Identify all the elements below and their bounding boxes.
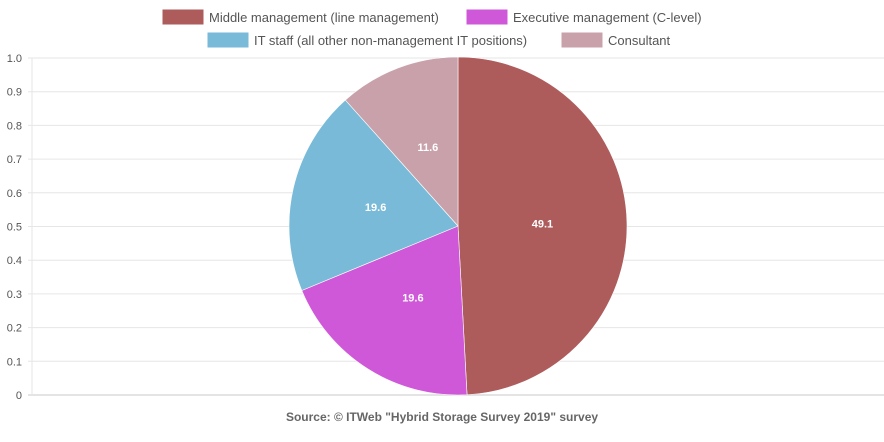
slice-value-label: 19.6	[402, 292, 423, 304]
pie-slice[interactable]	[344, 56, 459, 227]
legend-swatch	[561, 32, 603, 48]
slice-labels: 49.1 19.6 19.6 11.6	[365, 142, 553, 304]
y-tick-label: 0.9	[7, 87, 22, 99]
y-tick-label: 0.1	[7, 356, 22, 368]
legend-label: Executive management (C-level)	[513, 10, 702, 25]
y-axis: 0 0.1 0.2 0.3 0.4 0.5 0.6 0.7 0.8 0.9 1.0	[7, 53, 33, 402]
legend-item[interactable]: Consultant	[561, 32, 671, 48]
source-note: Source: © ITWeb "Hybrid Storage Survey 2…	[286, 410, 598, 424]
legend-item[interactable]: Middle management (line management)	[162, 9, 439, 25]
legend: Middle management (line management) Execu…	[162, 9, 702, 48]
y-tick-label: 0.2	[7, 323, 22, 335]
legend-swatch	[162, 9, 204, 25]
slice-value-label: 49.1	[532, 219, 553, 231]
y-tick-label: 0.6	[7, 188, 22, 200]
y-tick-label: 0	[16, 390, 22, 402]
legend-item[interactable]: Executive management (C-level)	[466, 9, 702, 25]
legend-swatch	[466, 9, 508, 25]
pie-slice[interactable]	[301, 225, 468, 396]
slice-value-label: 11.6	[417, 142, 438, 154]
y-tick-label: 0.3	[7, 289, 22, 301]
legend-swatch	[207, 32, 249, 48]
slice-value-label: 19.6	[365, 202, 386, 214]
pie	[288, 56, 628, 396]
y-tick-label: 0.7	[7, 154, 22, 166]
legend-label: IT staff (all other non-management IT po…	[254, 33, 527, 48]
pie-slice[interactable]	[457, 56, 628, 396]
legend-label: Consultant	[608, 33, 671, 48]
legend-label: Middle management (line management)	[209, 10, 439, 25]
y-tick-label: 0.8	[7, 120, 22, 132]
legend-item[interactable]: IT staff (all other non-management IT po…	[207, 32, 527, 48]
y-tick-label: 0.5	[7, 222, 22, 234]
y-tick-label: 1.0	[7, 53, 22, 65]
pie-slice[interactable]	[288, 99, 459, 291]
y-tick-label: 0.4	[7, 255, 22, 267]
